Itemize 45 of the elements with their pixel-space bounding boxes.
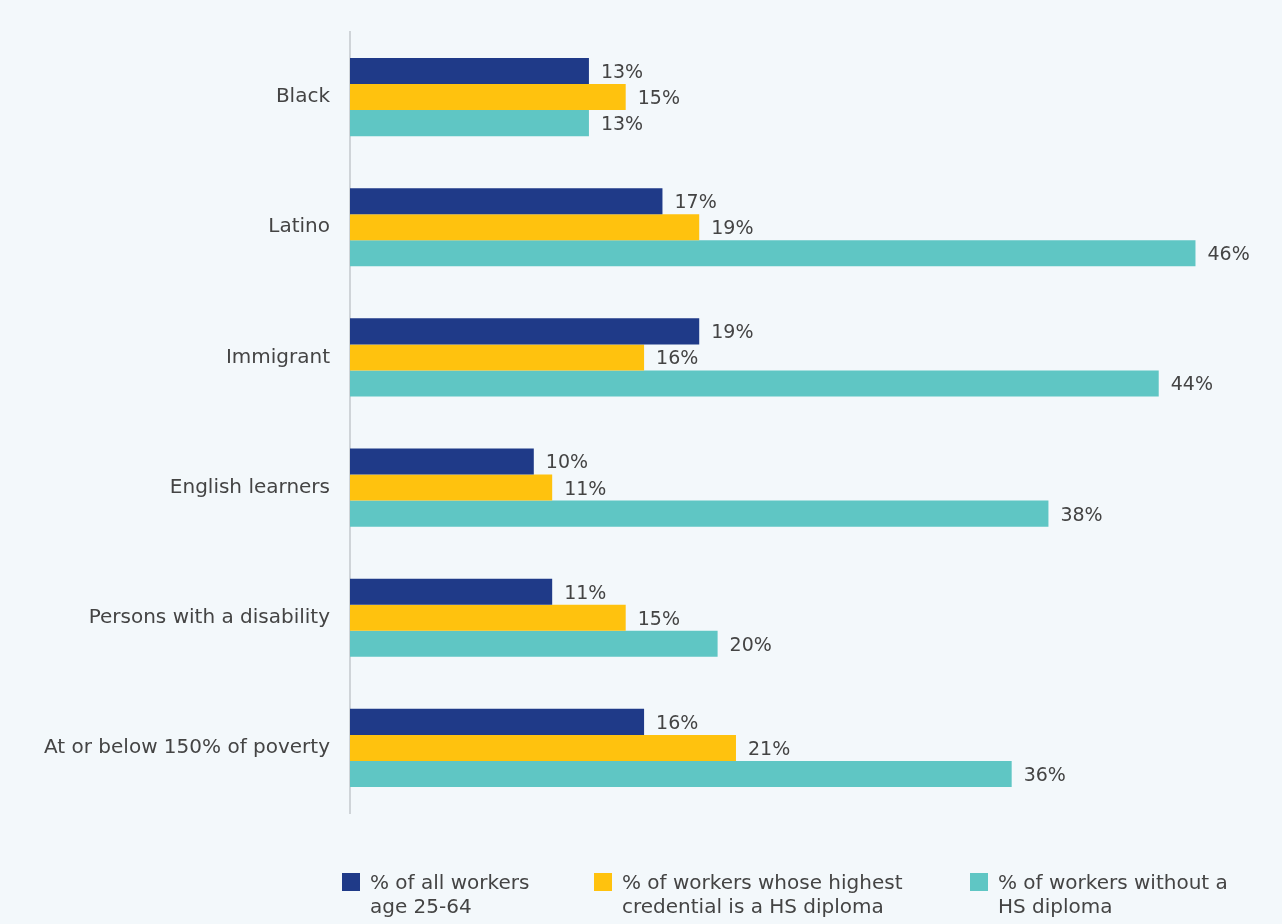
bar bbox=[350, 110, 589, 137]
bar bbox=[350, 604, 626, 631]
bar bbox=[350, 500, 1049, 527]
bar bbox=[350, 214, 700, 241]
data-label: 15% bbox=[637, 606, 680, 629]
legend-label: % of all workers age 25-64 bbox=[370, 870, 531, 918]
data-label: 21% bbox=[747, 736, 791, 759]
data-label: 15% bbox=[637, 86, 680, 109]
bar bbox=[350, 318, 700, 345]
y-tick-label: Latino bbox=[268, 213, 330, 238]
bar bbox=[350, 58, 589, 85]
bar bbox=[350, 240, 1196, 267]
bar bbox=[350, 708, 645, 735]
data-label: 11% bbox=[564, 476, 607, 499]
y-tick-label: Immigrant bbox=[225, 343, 331, 368]
data-label: 20% bbox=[729, 632, 772, 655]
bar bbox=[350, 760, 1012, 787]
data-label: 16% bbox=[656, 710, 699, 733]
data-label: 13% bbox=[600, 112, 644, 135]
data-label: 38% bbox=[1060, 502, 1103, 525]
legend-label: % of workers whose highest credential is a HS diploma bbox=[622, 870, 904, 918]
y-tick-label: English learners bbox=[169, 473, 330, 498]
bar bbox=[350, 448, 534, 475]
bar bbox=[350, 84, 626, 111]
data-label: 11% bbox=[564, 580, 607, 603]
data-label: 36% bbox=[1023, 762, 1066, 785]
y-tick-label: Black bbox=[275, 83, 331, 108]
bar bbox=[350, 734, 736, 761]
bar bbox=[350, 370, 1159, 397]
data-label: 17% bbox=[674, 190, 717, 213]
y-tick-label: Persons with a disability bbox=[88, 603, 331, 628]
data-label: 44% bbox=[1170, 372, 1213, 395]
data-label: 19% bbox=[711, 216, 754, 239]
bar bbox=[350, 474, 553, 501]
data-label: 10% bbox=[545, 450, 589, 473]
bar bbox=[350, 344, 645, 371]
bar bbox=[350, 630, 718, 657]
data-label: 16% bbox=[656, 346, 699, 369]
data-label: 19% bbox=[711, 320, 754, 343]
bar bbox=[350, 188, 663, 215]
y-tick-label: At or below 150% of poverty bbox=[44, 734, 331, 759]
data-label: 13% bbox=[600, 59, 644, 82]
bar bbox=[350, 578, 553, 605]
legend-label: % of workers without a HS diploma bbox=[998, 870, 1229, 918]
data-label: 46% bbox=[1207, 242, 1250, 265]
